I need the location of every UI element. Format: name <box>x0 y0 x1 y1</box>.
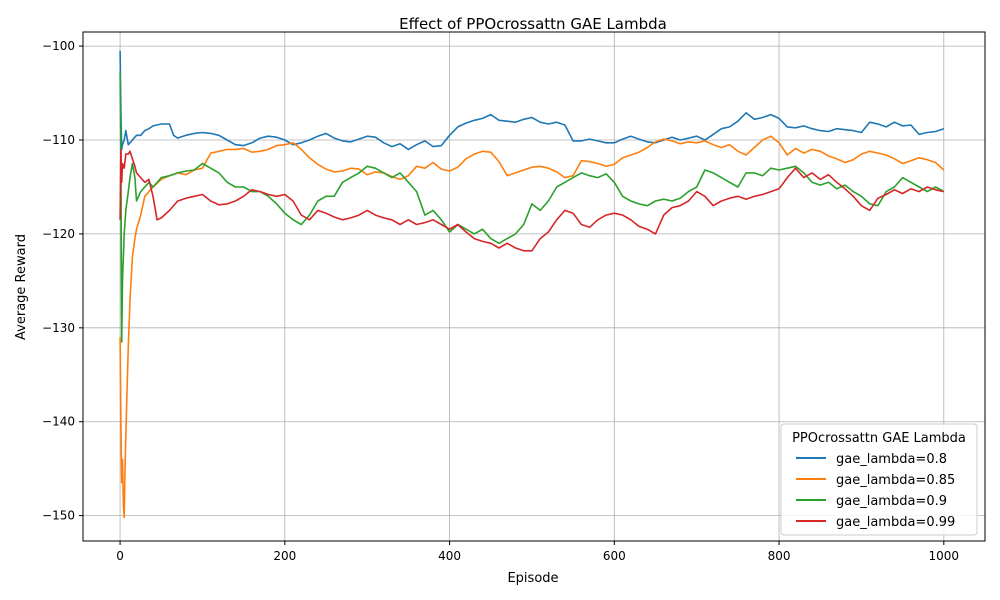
series-lines <box>119 50 945 519</box>
legend-label-0.85: gae_lambda=0.85 <box>836 473 955 488</box>
series-line-gae_lambda=0.99 <box>119 148 944 252</box>
x-tick-label: 0 <box>116 549 124 563</box>
legend: PPOcrossattn GAE Lambda gae_lambda=0.8 g… <box>780 423 978 536</box>
y-tick-label: −130 <box>42 321 75 335</box>
x-tick-label: 400 <box>438 549 461 563</box>
legend-label-0.99: gae_lambda=0.99 <box>836 515 955 530</box>
legend-label-0.8: gae_lambda=0.8 <box>836 452 947 467</box>
legend-title: PPOcrossattn GAE Lambda <box>792 431 966 446</box>
y-tick-label: −110 <box>42 133 75 147</box>
plot-frame <box>82 31 986 542</box>
series-line-gae_lambda=0.8 <box>119 50 945 151</box>
series-line-gae_lambda=0.9 <box>119 72 945 343</box>
x-tick-label: 800 <box>768 549 791 563</box>
x-tick-label: 1000 <box>929 549 960 563</box>
x-tick-label: 200 <box>273 549 296 563</box>
series-line-gae_lambda=0.85 <box>119 135 945 519</box>
legend-box <box>780 423 978 536</box>
y-tick-label: −100 <box>42 39 75 53</box>
x-tick-label: 600 <box>603 549 626 563</box>
y-tick-label: −150 <box>42 509 75 523</box>
axis-ticks: 0 200 400 600 800 1000 −150 −140 −130 −120 −110 −10… <box>42 39 959 563</box>
x-axis-label: Episode <box>507 571 558 586</box>
y-axis-label: Average Reward <box>14 234 29 340</box>
y-tick-label: −120 <box>42 227 75 241</box>
legend-label-0.9: gae_lambda=0.9 <box>836 494 947 509</box>
y-tick-label: −140 <box>42 415 75 429</box>
chart-title: Effect of PPOcrossattn GAE Lambda <box>399 15 667 33</box>
